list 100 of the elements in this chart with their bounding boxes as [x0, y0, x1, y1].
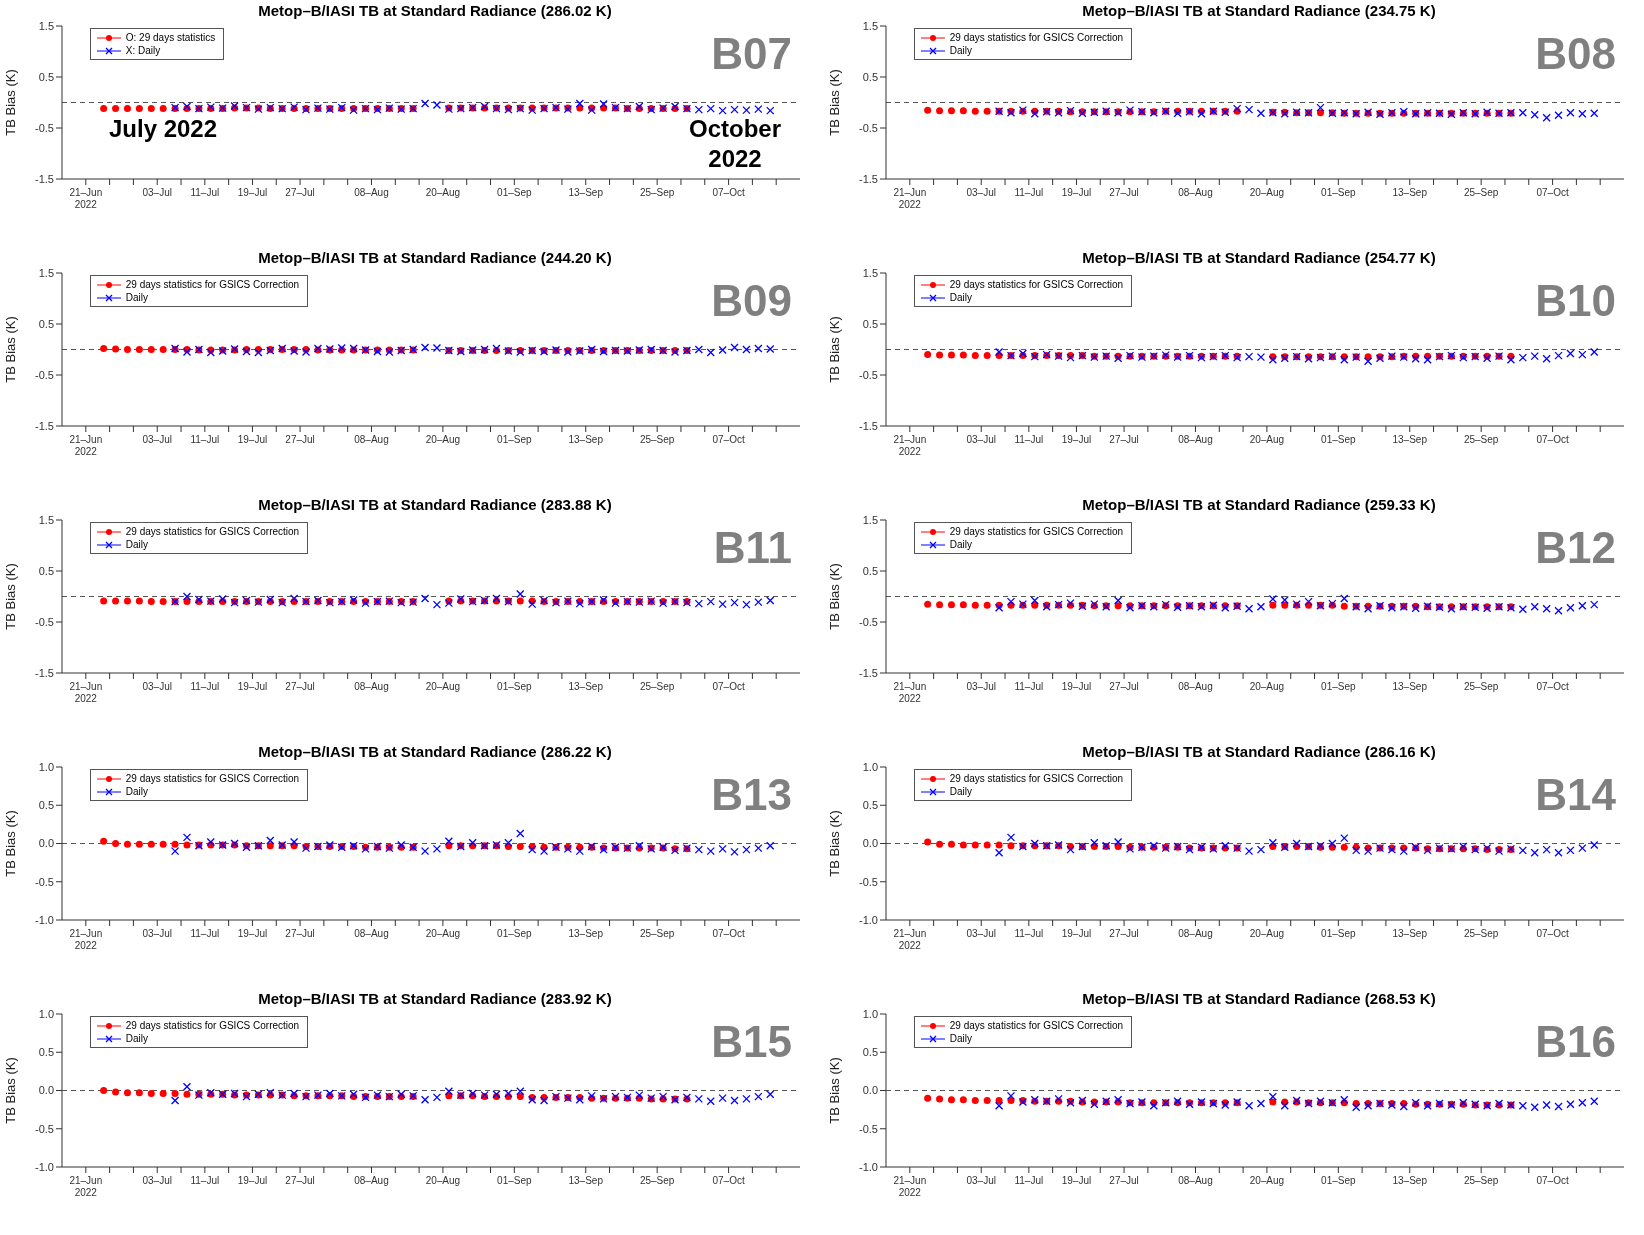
point	[983, 107, 991, 115]
legend-label: Daily	[125, 539, 149, 550]
y-tick-label: -1.5	[35, 666, 54, 679]
point	[754, 104, 763, 114]
annotation: B13	[711, 770, 792, 819]
point	[994, 347, 1004, 357]
point	[1292, 839, 1301, 848]
x-tick-label: 01–Sep	[1321, 434, 1356, 445]
point	[1280, 1101, 1289, 1110]
chart-title: Metop–B/IASI TB at Standard Radiance (283.88 K)	[258, 496, 612, 513]
x-tick-label: 13–Sep	[568, 434, 604, 445]
point	[718, 1094, 727, 1103]
point	[289, 837, 299, 847]
point	[971, 601, 979, 609]
point	[147, 105, 155, 113]
point	[983, 841, 991, 849]
chart-title: Metop–B/IASI TB at Standard Radiance (283.92 K)	[258, 990, 612, 1007]
point	[1268, 838, 1277, 847]
x-tick-label: 07–Oct	[712, 681, 745, 692]
point	[694, 599, 703, 608]
x-tick-label: 19–Jul	[1061, 187, 1092, 198]
point	[1542, 1100, 1551, 1110]
x-tick-label: 21–Jun 2022	[893, 187, 927, 210]
legend-label: 29 days statistics for GSICS Correction	[125, 773, 300, 784]
point	[100, 1087, 108, 1094]
point	[947, 840, 955, 848]
point	[159, 1090, 167, 1098]
point	[1281, 601, 1289, 609]
point	[983, 352, 991, 360]
y-axis-title: TB Bias (K)	[826, 1057, 842, 1124]
point	[1518, 353, 1527, 362]
legend-label: 29 days statistics for GSICS Correction	[125, 526, 300, 537]
y-tick-label: 1.5	[38, 19, 54, 32]
point	[100, 105, 108, 113]
point	[1518, 846, 1527, 855]
y-tick-label: -1.5	[35, 172, 54, 185]
x-tick-label: 25–Sep	[1463, 1175, 1499, 1186]
point	[1530, 351, 1539, 361]
point	[1566, 108, 1575, 117]
x-tick-label: 01–Sep	[1321, 187, 1356, 198]
point	[420, 99, 430, 108]
x-tick-label: 25–Sep	[1463, 681, 1499, 692]
point	[959, 601, 967, 609]
legend-label: Daily	[949, 292, 973, 303]
legend-label: Daily	[125, 292, 149, 303]
point	[159, 840, 167, 848]
x-tick-label: 13–Sep	[568, 187, 604, 198]
point	[730, 1096, 739, 1105]
point	[706, 597, 715, 606]
y-tick-label: -0.5	[859, 615, 878, 628]
point	[947, 107, 955, 115]
point	[730, 847, 739, 857]
x-tick-label: 07–Oct	[1536, 434, 1569, 445]
point	[432, 600, 442, 609]
legend-label: Daily	[949, 539, 973, 550]
y-axis-title: TB Bias (K)	[2, 563, 18, 630]
point	[183, 841, 191, 849]
x-tick-label: 08–Aug	[1178, 187, 1213, 198]
point	[1554, 606, 1563, 615]
point	[1268, 1092, 1277, 1101]
chart-title: Metop–B/IASI TB at Standard Radiance (259.33 K)	[1082, 496, 1436, 513]
x-tick-label: 20–Aug	[1249, 1175, 1285, 1186]
y-tick-label: 1.5	[862, 513, 878, 526]
point	[1340, 843, 1348, 851]
point	[182, 1082, 192, 1091]
point	[135, 105, 143, 113]
x-tick-label: 21–Jun 2022	[69, 681, 103, 704]
point	[159, 105, 167, 113]
point	[539, 1096, 549, 1105]
point	[1316, 109, 1324, 117]
x-tick-label: 25–Sep	[1463, 928, 1499, 939]
annotation: B07	[711, 29, 792, 78]
point	[995, 841, 1003, 849]
x-tick-label: 13–Sep	[568, 1175, 604, 1186]
legend-label: 29 days statistics for GSICS Correction	[949, 279, 1124, 290]
legend-label: 29 days statistics for GSICS Correction	[949, 773, 1124, 784]
point	[706, 847, 715, 856]
point	[1352, 1103, 1361, 1112]
point	[1542, 845, 1551, 854]
x-tick-label: 27–Jul	[285, 928, 315, 939]
y-tick-label: 1.5	[862, 19, 878, 32]
point	[1304, 597, 1313, 606]
x-tick-label: 27–Jul	[1109, 187, 1139, 198]
x-tick-label: 21–Jun 2022	[69, 187, 103, 210]
y-tick-label: -1.5	[859, 666, 878, 679]
x-tick-label: 03–Jul	[142, 681, 172, 692]
point	[1590, 109, 1599, 118]
x-tick-label: 20–Aug	[425, 1175, 461, 1186]
y-tick-label: 0.5	[862, 799, 878, 812]
y-tick-label: -0.5	[859, 121, 878, 134]
point	[936, 107, 944, 115]
x-tick-label: 19–Jul	[1061, 434, 1092, 445]
point	[266, 842, 274, 850]
legend-label: Daily	[949, 786, 973, 797]
point	[516, 1087, 525, 1096]
x-tick-label: 25–Sep	[1463, 187, 1499, 198]
y-tick-label: -0.5	[859, 368, 878, 381]
x-tick-label: 08–Aug	[354, 187, 389, 198]
x-tick-label: 11–Jul	[190, 928, 220, 939]
x-tick-label: 27–Jul	[1109, 434, 1139, 445]
